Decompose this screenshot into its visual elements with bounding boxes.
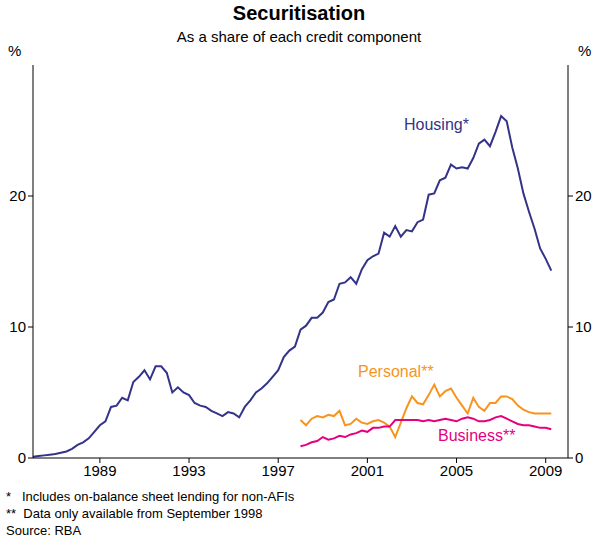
svg-text:1993: 1993 xyxy=(172,462,205,479)
html-text:* Includes on-balance sheet le: * Includes on-balance sheet lending for … xyxy=(6,489,295,504)
svg-text:10: 10 xyxy=(575,318,590,335)
svg-text:20: 20 xyxy=(575,187,590,204)
html-text:Securitisation: Securitisation xyxy=(232,2,366,24)
html-text:Housing*: Housing* xyxy=(404,116,469,133)
svg-text:0: 0 xyxy=(18,449,26,466)
svg-text:1997: 1997 xyxy=(262,462,295,479)
html-text:Business**: Business** xyxy=(438,427,516,444)
svg-text:2009: 2009 xyxy=(529,462,562,479)
svg-text:20: 20 xyxy=(9,187,26,204)
svg-text:10: 10 xyxy=(9,318,26,335)
svg-text:0: 0 xyxy=(575,449,583,466)
html-text:Source: RBA: Source: RBA xyxy=(6,523,82,538)
html-text:Personal**: Personal** xyxy=(358,363,434,380)
svg-text:2005: 2005 xyxy=(440,462,473,479)
svg-text:2001: 2001 xyxy=(351,462,384,479)
html-text:** Data only available from Se: ** Data only available from September 19… xyxy=(6,506,263,521)
svg-text:1989: 1989 xyxy=(83,462,116,479)
html-text:As a share of each credit comp: As a share of each credit component xyxy=(176,28,422,45)
